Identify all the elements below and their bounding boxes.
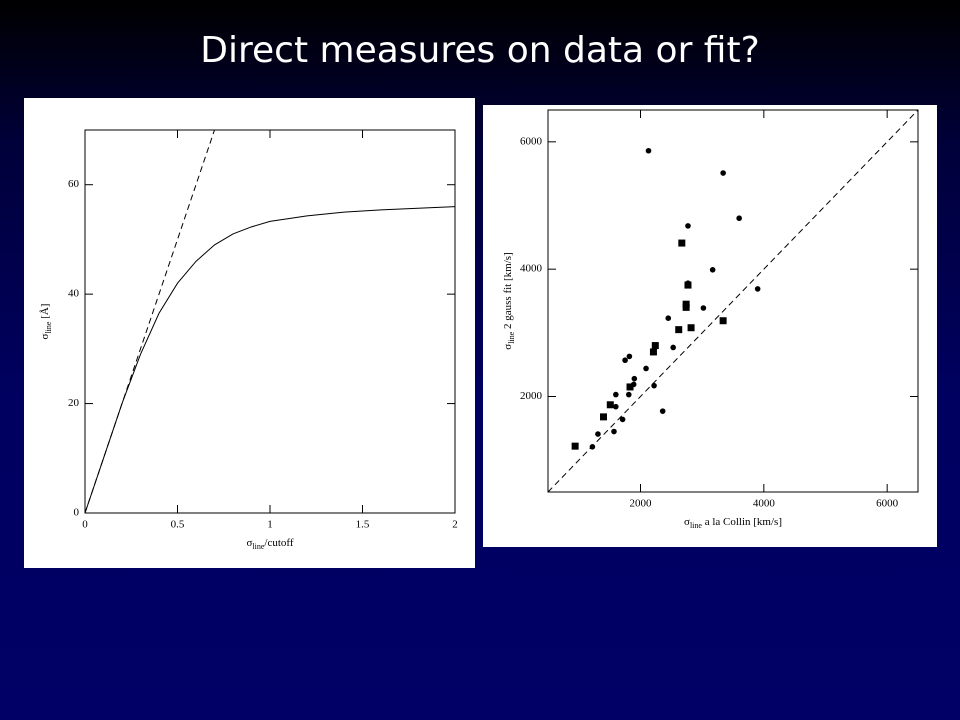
square-point xyxy=(719,317,727,325)
x-axis-label-part: line xyxy=(690,521,702,530)
circle-point xyxy=(625,391,632,398)
x-tick-label: 6000 xyxy=(876,498,899,510)
square-point xyxy=(649,348,657,356)
circle-point xyxy=(670,344,676,351)
y-axis-label-part: line xyxy=(507,331,516,343)
circle-point xyxy=(613,403,619,410)
y-tick-label: 4000 xyxy=(520,263,543,275)
square-point xyxy=(684,281,692,289)
x-tick-label: 0.5 xyxy=(171,519,185,531)
circle-point xyxy=(651,382,657,389)
circle-point xyxy=(613,391,619,398)
square-point xyxy=(687,324,695,332)
x-axis-label-part: /cutoff xyxy=(264,537,293,549)
x-tick-label: 1 xyxy=(267,519,273,531)
circle-point xyxy=(709,267,716,273)
circle-point xyxy=(754,286,761,292)
y-axis-label-part: [Å] xyxy=(39,304,51,322)
circle-point xyxy=(631,375,638,382)
slide-title: Direct measures on data or fit? xyxy=(200,30,760,71)
y-axis-label-part: σ xyxy=(39,333,51,339)
x-axis-label-part: line xyxy=(252,542,264,551)
circle-point xyxy=(645,147,652,154)
y-tick-label: 6000 xyxy=(520,135,543,147)
y-tick-label: 20 xyxy=(68,397,80,409)
line xyxy=(84,206,456,514)
circle-point xyxy=(643,365,649,372)
x-axis-label-part: a la Collin [km/s] xyxy=(702,516,782,528)
square-point xyxy=(606,401,614,409)
square-point xyxy=(651,342,659,350)
circle-point xyxy=(622,357,628,364)
circle-point xyxy=(595,431,601,437)
circle-point xyxy=(611,428,617,435)
x-tick-label: 2 xyxy=(452,519,458,531)
square-point xyxy=(675,326,683,334)
circle-point xyxy=(665,315,672,321)
x-axis-label-part: σ xyxy=(684,516,690,528)
y-tick-label: 0 xyxy=(74,507,80,519)
x-axis-label-part: σ xyxy=(246,537,252,549)
circle-point xyxy=(700,305,707,311)
y-axis-label-part: line xyxy=(44,321,53,333)
y-tick-label: 2000 xyxy=(520,390,543,402)
x-tick-label: 0 xyxy=(82,519,88,531)
circle-point xyxy=(720,170,726,176)
circle-point xyxy=(736,215,742,222)
dashed-line xyxy=(547,109,919,493)
plot-frame xyxy=(547,109,919,493)
plot-frame xyxy=(84,129,456,514)
square-point xyxy=(678,239,686,247)
circle-point xyxy=(589,443,596,450)
square-point xyxy=(682,303,690,311)
x-axis-label: σline a la Collin [km/s] xyxy=(684,516,782,531)
x-tick-label: 4000 xyxy=(753,498,776,510)
circle-point xyxy=(685,223,691,229)
dashed-line xyxy=(84,129,215,514)
square-point xyxy=(600,413,607,421)
y-axis-label-part: 2 gauss fit [km/s] xyxy=(502,252,514,331)
y-axis-label: σline [Å] xyxy=(39,304,54,340)
x-tick-label: 2000 xyxy=(630,498,653,510)
circle-point xyxy=(626,353,633,360)
y-axis-label-part: σ xyxy=(502,344,514,350)
y-tick-label: 40 xyxy=(68,288,80,300)
y-tick-label: 60 xyxy=(68,178,80,190)
square-point xyxy=(571,442,579,450)
y-axis-label: σline 2 gauss fit [km/s] xyxy=(502,252,517,349)
square-point xyxy=(626,383,634,391)
x-tick-label: 1.5 xyxy=(356,519,370,531)
circle-point xyxy=(619,416,626,423)
x-axis-label: σline/cutoff xyxy=(246,537,293,552)
circle-point xyxy=(659,408,666,414)
